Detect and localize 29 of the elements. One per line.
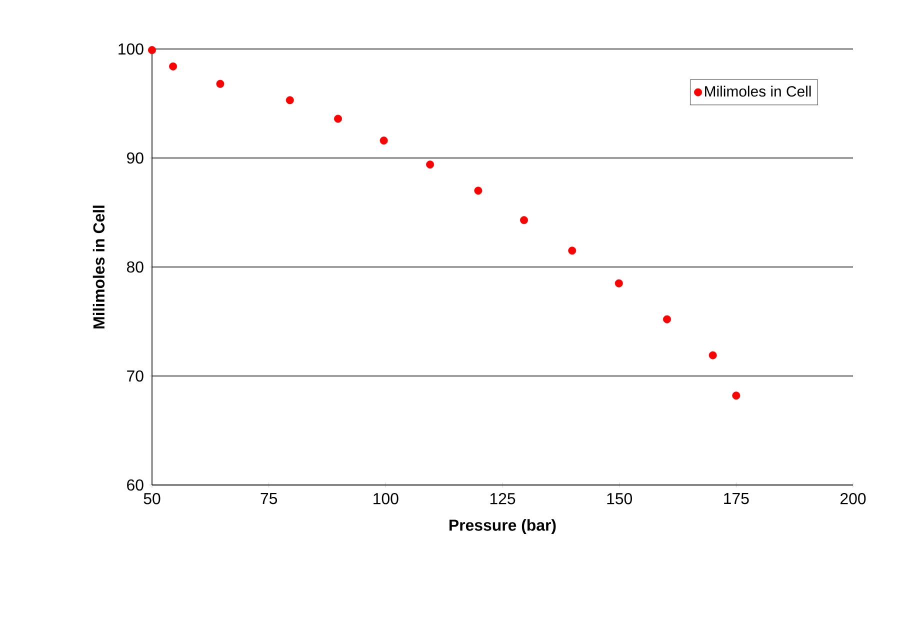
legend-label: Milimoles in Cell [705,86,811,97]
point [520,216,528,224]
y-tick-label: 60 [127,479,144,491]
point [568,246,576,255]
point [474,186,482,195]
point [614,279,623,288]
y-tick-label: 80 [126,261,144,273]
x-tick-label: 175 [724,492,749,504]
y-tick-label: 90 [127,152,144,164]
y-axis-title: Milimoles in Cell [92,206,105,328]
point [426,160,434,169]
point [334,114,342,123]
x-tick-label: 200 [840,493,866,504]
point [732,392,740,400]
y-tick-label: 100 [118,43,144,55]
point [380,136,388,145]
point [708,351,717,360]
point [286,96,294,104]
point [169,62,178,70]
point [148,46,156,54]
x-tick-label: 125 [490,493,516,504]
y-tick-label: 70 [127,370,144,382]
point [663,315,672,324]
x-axis-title: Pressure (bar) [450,519,556,534]
x-tick-label: 50 [144,493,160,504]
x-tick-label: 75 [260,492,278,504]
point [216,80,224,88]
x-tick-label: 150 [607,493,632,504]
x-tick-label: 100 [374,493,398,504]
